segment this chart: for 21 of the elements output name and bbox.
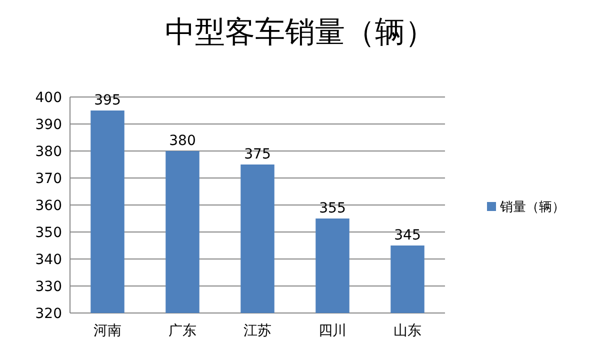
y-tick-label: 400 — [35, 90, 62, 106]
legend-label: 销量（辆） — [499, 200, 565, 215]
y-tick-label: 380 — [35, 144, 62, 160]
y-tick-label: 340 — [35, 252, 62, 268]
y-tick-label: 370 — [35, 171, 62, 187]
y-tick-label: 320 — [35, 306, 62, 322]
data-label: 355 — [319, 200, 346, 216]
data-label: 380 — [169, 133, 196, 149]
y-tick-label: 350 — [35, 225, 62, 241]
y-tick-label: 330 — [35, 279, 62, 295]
x-tick-label: 广东 — [168, 323, 196, 339]
x-tick-label: 江苏 — [244, 323, 272, 339]
y-tick-label: 390 — [35, 117, 62, 133]
y-tick-label: 360 — [35, 198, 62, 214]
x-tick-label: 河南 — [94, 323, 122, 339]
x-tick-label: 四川 — [318, 323, 346, 339]
data-label: 375 — [244, 146, 271, 162]
data-label: 395 — [94, 92, 121, 108]
chart-title: 中型客车销量（辆） — [165, 15, 435, 50]
x-tick-label: 山东 — [394, 323, 422, 339]
data-label: 345 — [394, 228, 421, 244]
